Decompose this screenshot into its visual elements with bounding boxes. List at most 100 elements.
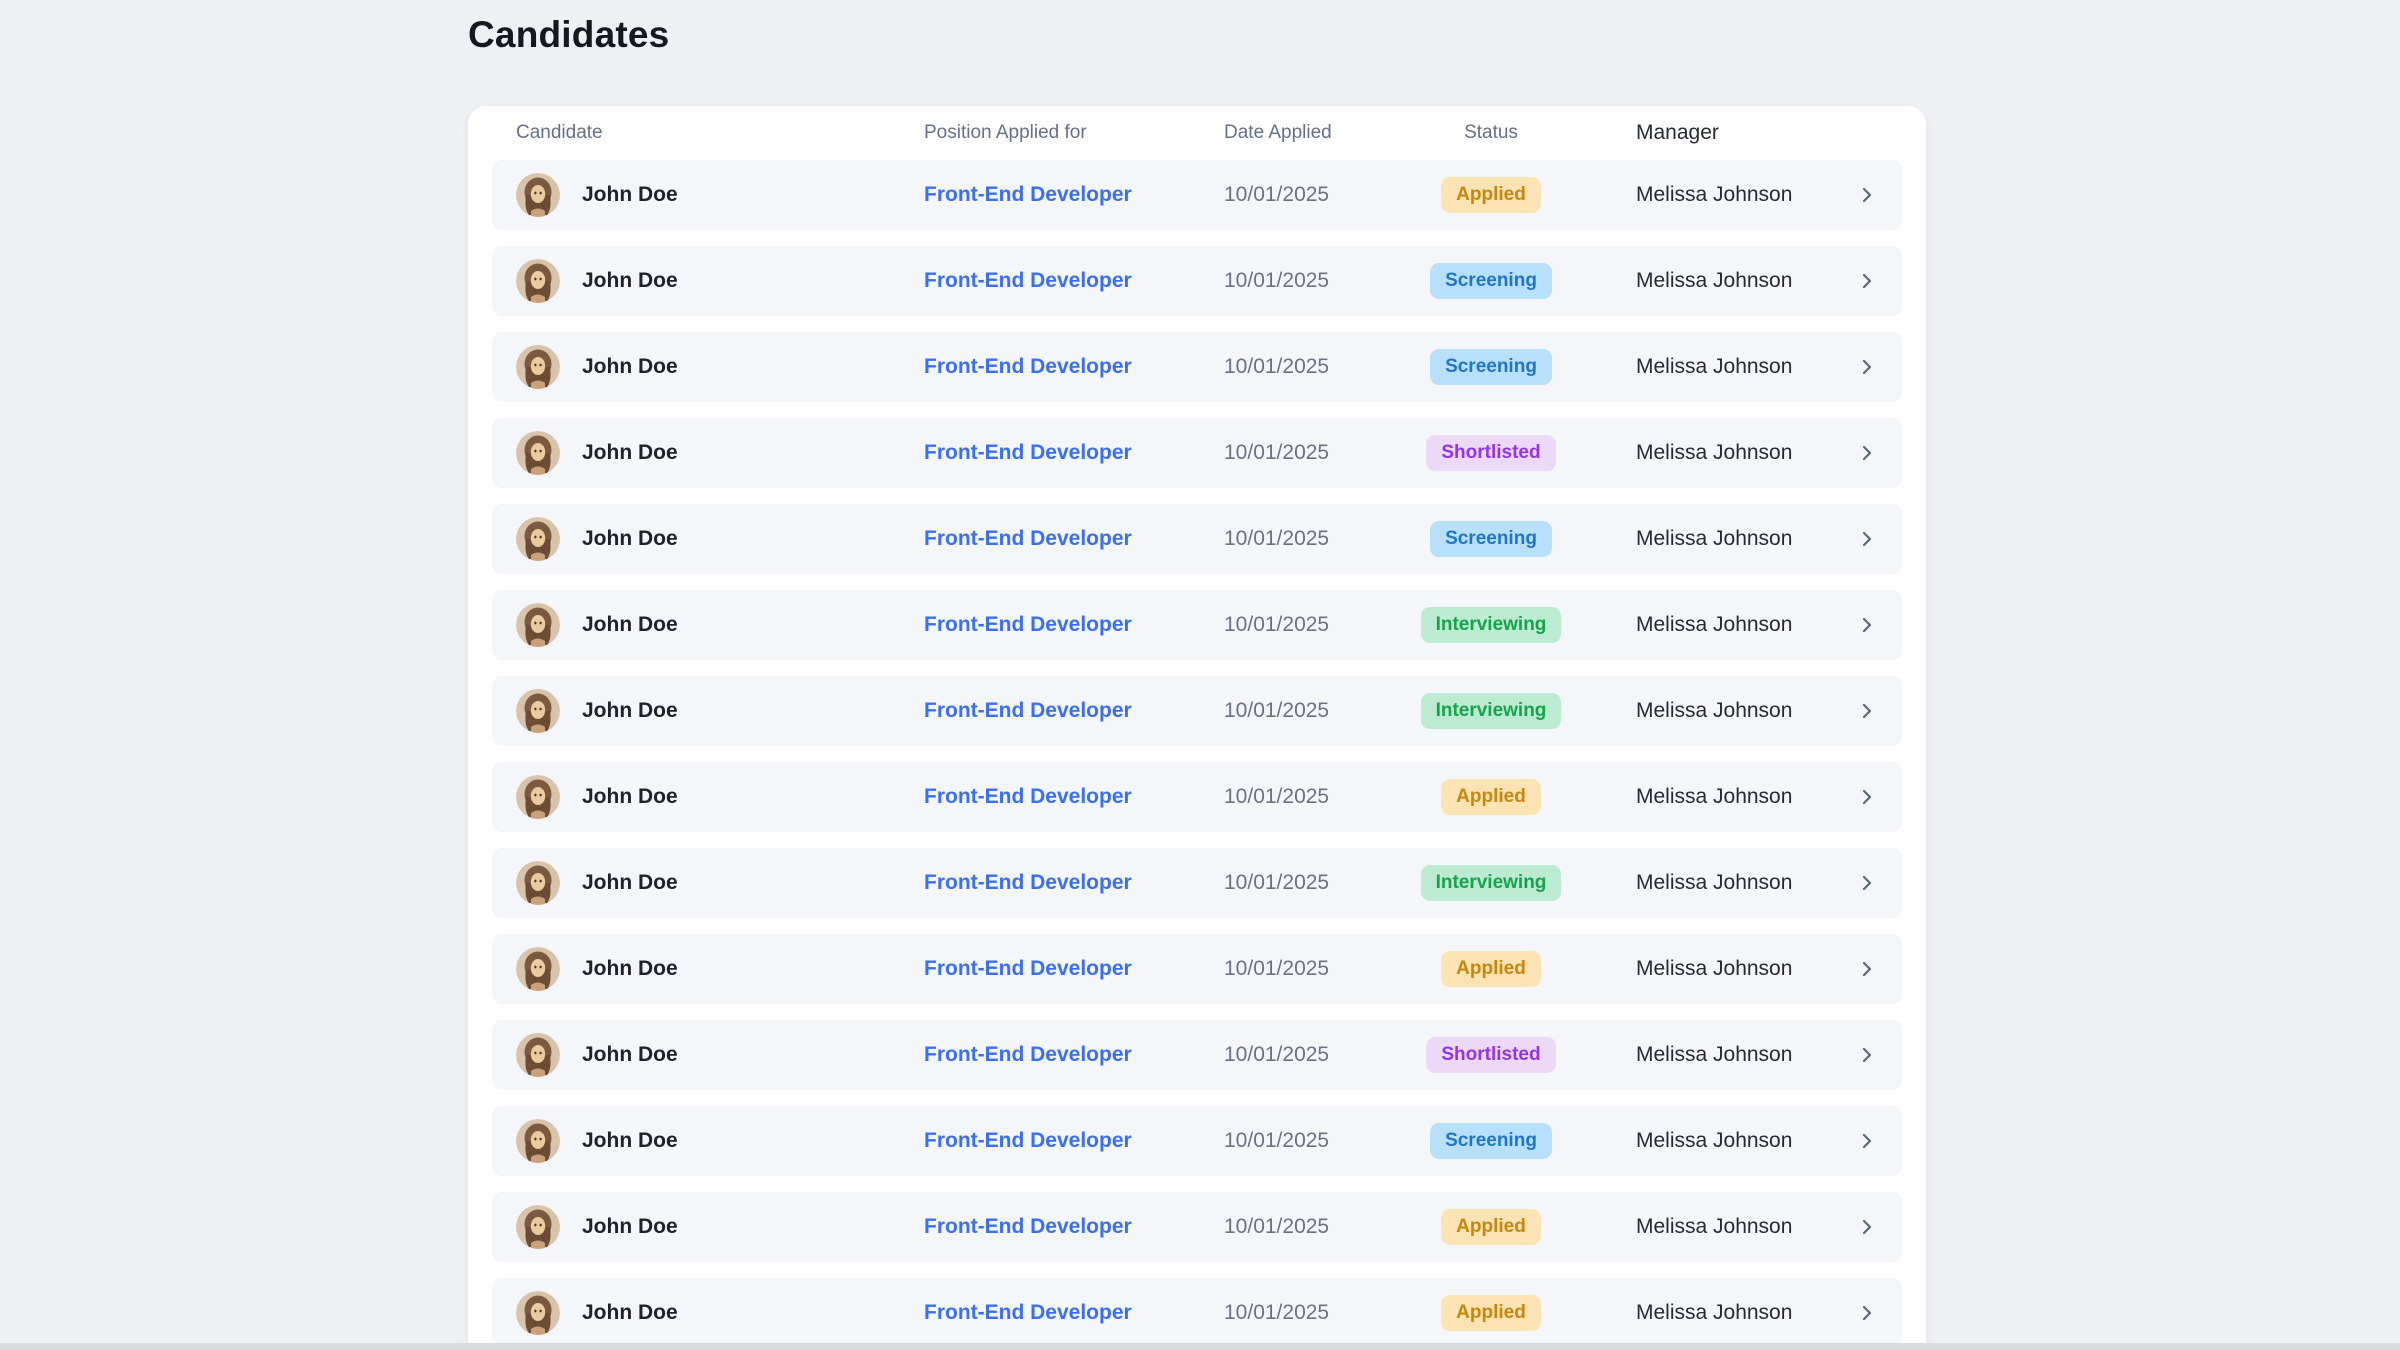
- avatar: [516, 1119, 560, 1163]
- manager-name: Melissa Johnson: [1636, 957, 1793, 980]
- manager-name: Melissa Johnson: [1636, 1043, 1793, 1066]
- column-header-status: Status: [1464, 122, 1518, 143]
- manager-name: Melissa Johnson: [1636, 699, 1793, 722]
- date-applied: 10/01/2025: [1224, 527, 1330, 550]
- position-link[interactable]: Front-End Developer: [924, 871, 1132, 894]
- position-link[interactable]: Front-End Developer: [924, 441, 1132, 464]
- status-badge: Applied: [1441, 1294, 1541, 1332]
- table-row[interactable]: John Doe Front-End Developer 10/01/2025 …: [492, 1106, 1902, 1176]
- manager-name: Melissa Johnson: [1636, 441, 1793, 464]
- manager-name: Melissa Johnson: [1636, 1129, 1793, 1152]
- candidate-name: John Doe: [582, 1129, 678, 1152]
- table-row[interactable]: John Doe Front-End Developer 10/01/2025 …: [492, 332, 1902, 402]
- avatar: [516, 1033, 560, 1077]
- chevron-right-icon[interactable]: [1856, 1130, 1878, 1152]
- column-header-candidate: Candidate: [516, 122, 603, 143]
- chevron-right-icon[interactable]: [1856, 1044, 1878, 1066]
- column-header-manager: Manager: [1636, 121, 1719, 144]
- position-link[interactable]: Front-End Developer: [924, 699, 1132, 722]
- candidate-name: John Doe: [582, 957, 678, 980]
- table-row[interactable]: John Doe Front-End Developer 10/01/2025 …: [492, 418, 1902, 488]
- status-badge: Applied: [1441, 950, 1541, 988]
- position-link[interactable]: Front-End Developer: [924, 957, 1132, 980]
- table-row[interactable]: John Doe Front-End Developer 10/01/2025 …: [492, 1020, 1902, 1090]
- chevron-right-icon[interactable]: [1856, 786, 1878, 808]
- chevron-right-icon[interactable]: [1856, 1216, 1878, 1238]
- candidate-name: John Doe: [582, 355, 678, 378]
- chevron-right-icon[interactable]: [1856, 958, 1878, 980]
- position-link[interactable]: Front-End Developer: [924, 527, 1132, 550]
- date-applied: 10/01/2025: [1224, 613, 1330, 636]
- candidate-name: John Doe: [582, 269, 678, 292]
- table-row[interactable]: John Doe Front-End Developer 10/01/2025 …: [492, 246, 1902, 316]
- status-badge: Applied: [1441, 1208, 1541, 1246]
- candidate-name: John Doe: [582, 1043, 678, 1066]
- candidate-name: John Doe: [582, 871, 678, 894]
- table-row[interactable]: John Doe Front-End Developer 10/01/2025 …: [492, 848, 1902, 918]
- avatar: [516, 517, 560, 561]
- candidate-name: John Doe: [582, 699, 678, 722]
- table-row[interactable]: John Doe Front-End Developer 10/01/2025 …: [492, 1192, 1902, 1262]
- position-link[interactable]: Front-End Developer: [924, 1215, 1132, 1238]
- position-link[interactable]: Front-End Developer: [924, 613, 1132, 636]
- manager-name: Melissa Johnson: [1636, 527, 1793, 550]
- status-badge: Applied: [1441, 176, 1541, 214]
- candidates-table-card: Candidate Position Applied for Date Appl…: [468, 106, 1926, 1350]
- avatar: [516, 1291, 560, 1335]
- avatar: [516, 603, 560, 647]
- manager-name: Melissa Johnson: [1636, 613, 1793, 636]
- date-applied: 10/01/2025: [1224, 699, 1330, 722]
- table-row[interactable]: John Doe Front-End Developer 10/01/2025 …: [492, 1278, 1902, 1348]
- chevron-right-icon[interactable]: [1856, 700, 1878, 722]
- page-title: Candidates: [468, 14, 670, 55]
- chevron-right-icon[interactable]: [1856, 528, 1878, 550]
- chevron-right-icon[interactable]: [1856, 184, 1878, 206]
- manager-name: Melissa Johnson: [1636, 1301, 1793, 1324]
- table-row[interactable]: John Doe Front-End Developer 10/01/2025 …: [492, 934, 1902, 1004]
- table-row[interactable]: John Doe Front-End Developer 10/01/2025 …: [492, 504, 1902, 574]
- position-link[interactable]: Front-End Developer: [924, 1043, 1132, 1066]
- table-row[interactable]: John Doe Front-End Developer 10/01/2025 …: [492, 160, 1902, 230]
- date-applied: 10/01/2025: [1224, 441, 1330, 464]
- position-link[interactable]: Front-End Developer: [924, 1301, 1132, 1324]
- table-body: John Doe Front-End Developer 10/01/2025 …: [492, 160, 1902, 1348]
- date-applied: 10/01/2025: [1224, 785, 1330, 808]
- status-badge: Screening: [1430, 348, 1552, 386]
- avatar: [516, 947, 560, 991]
- date-applied: 10/01/2025: [1224, 871, 1330, 894]
- status-badge: Shortlisted: [1426, 1036, 1556, 1074]
- position-link[interactable]: Front-End Developer: [924, 269, 1132, 292]
- chevron-right-icon[interactable]: [1856, 614, 1878, 636]
- position-link[interactable]: Front-End Developer: [924, 785, 1132, 808]
- date-applied: 10/01/2025: [1224, 183, 1330, 206]
- candidate-name: John Doe: [582, 183, 678, 206]
- table-row[interactable]: John Doe Front-End Developer 10/01/2025 …: [492, 762, 1902, 832]
- avatar: [516, 173, 560, 217]
- avatar: [516, 775, 560, 819]
- date-applied: 10/01/2025: [1224, 957, 1330, 980]
- table-row[interactable]: John Doe Front-End Developer 10/01/2025 …: [492, 676, 1902, 746]
- avatar: [516, 345, 560, 389]
- position-link[interactable]: Front-End Developer: [924, 1129, 1132, 1152]
- table-row[interactable]: John Doe Front-End Developer 10/01/2025 …: [492, 590, 1902, 660]
- chevron-right-icon[interactable]: [1856, 872, 1878, 894]
- chevron-right-icon[interactable]: [1856, 356, 1878, 378]
- candidate-name: John Doe: [582, 1215, 678, 1238]
- date-applied: 10/01/2025: [1224, 1043, 1330, 1066]
- avatar: [516, 259, 560, 303]
- manager-name: Melissa Johnson: [1636, 1215, 1793, 1238]
- status-badge: Screening: [1430, 1122, 1552, 1160]
- candidate-name: John Doe: [582, 613, 678, 636]
- candidate-name: John Doe: [582, 441, 678, 464]
- candidate-name: John Doe: [582, 1301, 678, 1324]
- manager-name: Melissa Johnson: [1636, 269, 1793, 292]
- status-badge: Interviewing: [1420, 864, 1562, 902]
- position-link[interactable]: Front-End Developer: [924, 355, 1132, 378]
- status-badge: Screening: [1430, 520, 1552, 558]
- status-badge: Screening: [1430, 262, 1552, 300]
- avatar: [516, 1205, 560, 1249]
- position-link[interactable]: Front-End Developer: [924, 183, 1132, 206]
- chevron-right-icon[interactable]: [1856, 270, 1878, 292]
- chevron-right-icon[interactable]: [1856, 1302, 1878, 1324]
- chevron-right-icon[interactable]: [1856, 442, 1878, 464]
